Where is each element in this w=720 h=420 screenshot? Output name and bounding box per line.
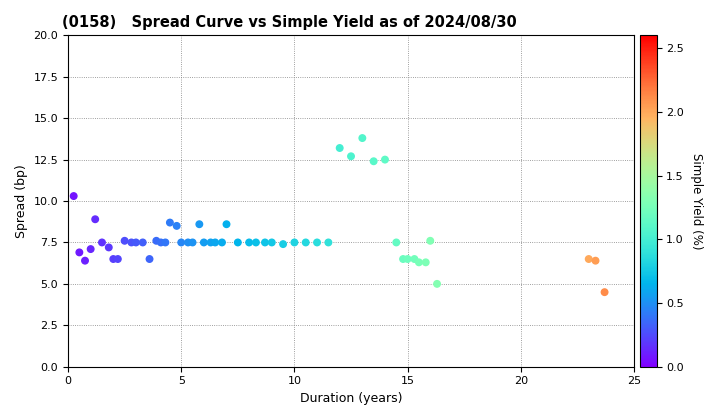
Point [160, 239, 171, 246]
Point [356, 135, 368, 142]
Point [259, 239, 271, 246]
Point [96, 239, 108, 246]
Point [289, 239, 300, 246]
Point [150, 237, 162, 244]
Point [599, 289, 611, 296]
Point [79, 257, 91, 264]
Point [397, 256, 409, 262]
Point [277, 241, 289, 247]
Point [311, 239, 323, 246]
Point [137, 239, 148, 246]
Y-axis label: Spread (bp): Spread (bp) [15, 164, 28, 238]
Point [323, 239, 334, 246]
Point [243, 239, 255, 246]
Point [409, 256, 420, 262]
Point [379, 156, 391, 163]
Point [583, 256, 595, 262]
Point [194, 221, 205, 228]
Point [425, 237, 436, 244]
Point [182, 239, 194, 246]
Point [402, 256, 413, 262]
Point [413, 259, 425, 266]
Point [368, 158, 379, 165]
Point [266, 239, 277, 246]
Point [89, 216, 101, 223]
Point [346, 153, 357, 160]
Point [334, 144, 346, 151]
Point [107, 256, 119, 262]
Point [300, 239, 312, 246]
Point [144, 256, 156, 262]
Point [119, 237, 130, 244]
Point [112, 256, 124, 262]
X-axis label: Duration (years): Duration (years) [300, 392, 402, 405]
Point [186, 239, 198, 246]
Point [590, 257, 601, 264]
Point [198, 239, 210, 246]
Point [68, 193, 79, 199]
Point [155, 239, 166, 246]
Y-axis label: Simple Yield (%): Simple Yield (%) [690, 153, 703, 249]
Point [205, 239, 217, 246]
Point [431, 281, 443, 287]
Point [232, 239, 243, 246]
Point [210, 239, 221, 246]
Point [390, 239, 402, 246]
Point [221, 221, 233, 228]
Point [216, 239, 228, 246]
Point [85, 246, 96, 252]
Point [130, 239, 142, 246]
Point [164, 219, 176, 226]
Point [126, 239, 138, 246]
Point [171, 223, 182, 229]
Point [250, 239, 261, 246]
Text: (0158)   Spread Curve vs Simple Yield as of 2024/08/30: (0158) Spread Curve vs Simple Yield as o… [63, 15, 517, 30]
Point [176, 239, 187, 246]
Point [73, 249, 85, 256]
Point [103, 244, 114, 251]
Point [420, 259, 431, 266]
